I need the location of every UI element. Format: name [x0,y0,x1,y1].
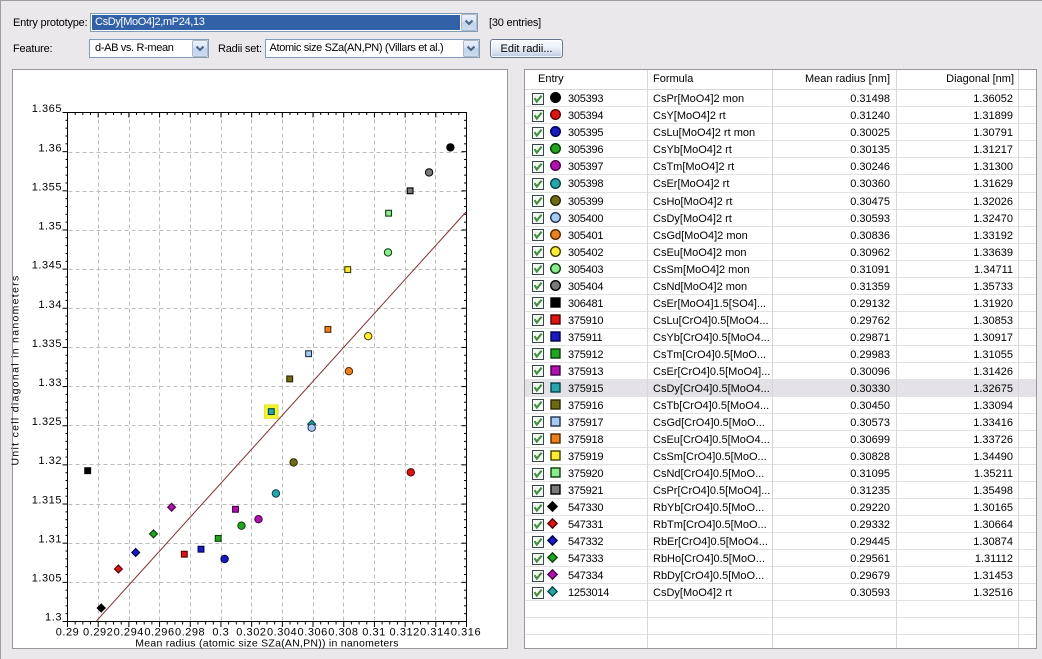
svg-text:1.36: 1.36 [38,142,62,154]
svg-text:Mean radius (atomic size SZa(A: Mean radius (atomic size SZa(AN,PN)) in … [135,638,398,650]
svg-text:0.294: 0.294 [114,627,144,639]
svg-text:0.292: 0.292 [83,627,113,639]
svg-text:1.31: 1.31 [38,534,62,546]
svg-text:1.34: 1.34 [38,299,62,311]
svg-text:1.3: 1.3 [45,612,62,624]
svg-text:1.35: 1.35 [38,221,62,233]
svg-text:1.32: 1.32 [38,455,62,467]
svg-text:0.306: 0.306 [298,627,328,639]
svg-text:0.312: 0.312 [390,627,420,639]
svg-text:0.3: 0.3 [212,627,229,639]
svg-text:0.314: 0.314 [420,627,450,639]
svg-text:1.325: 1.325 [32,416,62,428]
svg-text:1.33: 1.33 [38,377,62,389]
svg-text:0.31: 0.31 [362,627,386,639]
svg-text:0.304: 0.304 [267,627,297,639]
svg-text:0.308: 0.308 [328,627,358,639]
svg-text:1.345: 1.345 [32,260,62,272]
svg-text:1.365: 1.365 [32,103,62,115]
svg-text:0.302: 0.302 [236,627,266,639]
svg-text:1.355: 1.355 [32,181,62,193]
svg-text:0.298: 0.298 [175,627,205,639]
svg-text:1.335: 1.335 [32,338,62,350]
svg-text:1.305: 1.305 [32,573,62,585]
svg-text:1.315: 1.315 [32,494,62,506]
svg-text:0.316: 0.316 [451,627,481,639]
svg-text:Unit cell diagonal in nanomete: Unit cell diagonal in nanometers [10,274,22,465]
svg-text:0.296: 0.296 [144,627,174,639]
svg-text:0.29: 0.29 [56,627,80,639]
